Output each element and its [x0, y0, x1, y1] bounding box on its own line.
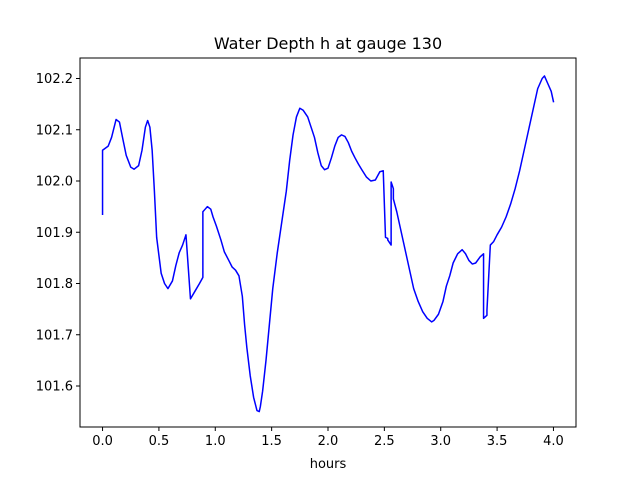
x-tick-label: 3.5 [487, 434, 508, 449]
x-axis-title: hours [310, 457, 347, 472]
y-tick-label: 101.9 [36, 226, 73, 241]
x-tick-label: 1.5 [261, 434, 282, 449]
y-tick-label: 102.2 [36, 72, 73, 87]
series-line-0 [101, 75, 555, 413]
x-tick-label: 0.5 [149, 434, 170, 449]
x-tick-label: 2.0 [318, 434, 339, 449]
y-tick-label: 102.0 [36, 175, 73, 190]
x-tick-label: 4.0 [543, 434, 564, 449]
x-tick-label: 2.5 [374, 434, 395, 449]
plot-area [101, 75, 555, 413]
x-tick-label: 1.0 [205, 434, 226, 449]
y-tick-label: 102.1 [36, 123, 73, 138]
y-tick-label: 101.7 [36, 328, 73, 343]
y-tick-label: 101.8 [36, 277, 73, 292]
x-tick-label: 0.0 [92, 434, 113, 449]
chart-title: Water Depth h at gauge 130 [214, 34, 442, 53]
y-tick-label: 101.6 [36, 380, 73, 395]
x-tick-label: 3.0 [430, 434, 451, 449]
axes: 0.0 0.5 1.0 1.5 2.0 2.5 3.0 3.5 4.0 101.6 101.7 101… [36, 57, 577, 449]
